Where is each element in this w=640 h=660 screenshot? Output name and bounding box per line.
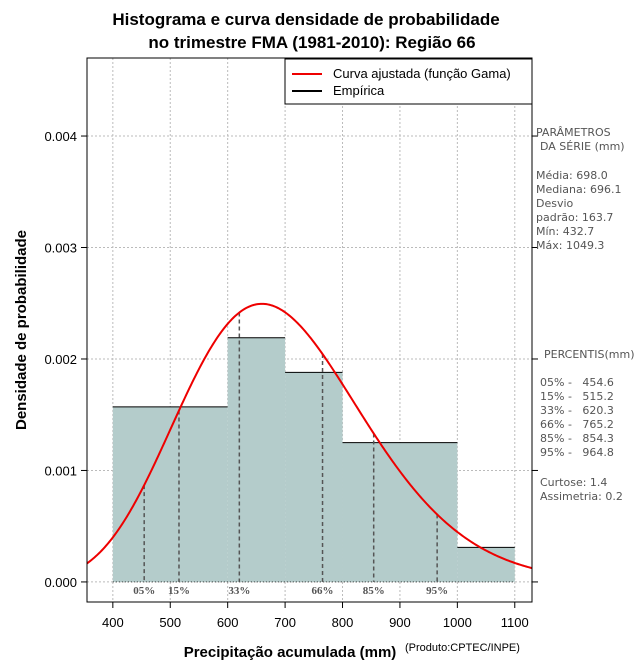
- y-axis-title: Densidade de probabilidade: [13, 230, 30, 430]
- percentile-label-5: 95%: [426, 585, 448, 597]
- side-panel: PARÂMETROS DA SÉRIE (mm) Média: 698.0 Me…: [536, 126, 635, 503]
- stat-skewness: Assimetria: 0.2: [540, 490, 623, 503]
- histogram-bar-1: [227, 337, 286, 582]
- histogram-bar-0: [112, 406, 228, 582]
- x-axis-title: Precipitação acumulada (mm): [184, 644, 397, 660]
- plot-frame: [86, 57, 533, 603]
- y-tick-label-3: 0.003: [44, 241, 77, 256]
- x-axis: 400 500 600 700 800 900 1000 1100: [102, 602, 529, 630]
- percentile-label-4: 85%: [363, 585, 385, 597]
- legend: Curva ajustada (função Gama) Empírica: [284, 58, 533, 105]
- param-max: Máx: 1049.3: [536, 239, 604, 252]
- x-tick-label-0: 400: [102, 615, 124, 630]
- stat-kurtosis: Curtose: 1.4: [540, 476, 607, 489]
- percentil-05: 05% - 454.6: [540, 376, 614, 389]
- histogram-bars: [112, 337, 515, 583]
- x-tick-label-2: 600: [217, 615, 239, 630]
- histogram-bar-2: [285, 372, 343, 582]
- percentile-lines: 05% 15% 33% 66% 85% 95%: [133, 312, 448, 597]
- percentil-15: 15% - 515.2: [540, 390, 614, 403]
- legend-box: [284, 58, 533, 105]
- credit-text: (Produto:CPTEC/INPE): [405, 642, 520, 654]
- legend-empirical-label: Empírica: [333, 83, 385, 98]
- percentis-title: PERCENTIS(mm): [544, 348, 635, 361]
- histogram-bar-4: [457, 547, 515, 582]
- y-tick-label-0: 0.000: [44, 575, 77, 590]
- y-tick-label-2: 0.002: [44, 352, 77, 367]
- param-median: Mediana: 696.1: [536, 183, 621, 196]
- params-title-1: PARÂMETROS: [536, 126, 611, 139]
- percentil-95: 95% - 964.8: [540, 446, 614, 459]
- x-tick-label-4: 800: [332, 615, 354, 630]
- param-sd: padrão: 163.7: [536, 211, 613, 224]
- x-tick-label-1: 500: [159, 615, 181, 630]
- percentil-33: 33% - 620.3: [540, 404, 614, 417]
- chart-title-line-1: Histograma e curva densidade de probabil…: [112, 10, 499, 29]
- x-tick-label-6: 1000: [443, 615, 472, 630]
- percentile-label-1: 15%: [168, 585, 190, 597]
- histogram-bar-3: [342, 442, 458, 582]
- x-tick-label-5: 900: [389, 615, 411, 630]
- chart-title-line-2: no trimestre FMA (1981-2010): Região 66: [148, 33, 475, 52]
- percentile-label-3: 66%: [312, 585, 334, 597]
- percentile-label-2: 33%: [228, 585, 250, 597]
- percentile-label-0: 05%: [133, 585, 155, 597]
- param-min: Mín: 432.7: [536, 225, 594, 238]
- y-tick-label-1: 0.001: [44, 463, 77, 478]
- fitted-gamma-curve: [86, 302, 533, 570]
- x-tick-label-7: 1100: [501, 615, 529, 630]
- params-title-2: DA SÉRIE (mm): [540, 140, 625, 153]
- y-axis: 0.000 0.001 0.002 0.003 0.004: [44, 129, 538, 590]
- x-tick-label-3: 700: [274, 615, 296, 630]
- percentil-66: 66% - 765.2: [540, 418, 614, 431]
- y-tick-label-4: 0.004: [44, 129, 77, 144]
- param-mean: Média: 698.0: [536, 169, 608, 182]
- percentil-85: 85% - 854.3: [540, 432, 614, 445]
- legend-curve-label: Curva ajustada (função Gama): [333, 66, 511, 81]
- param-sd-label: Desvio: [536, 197, 574, 210]
